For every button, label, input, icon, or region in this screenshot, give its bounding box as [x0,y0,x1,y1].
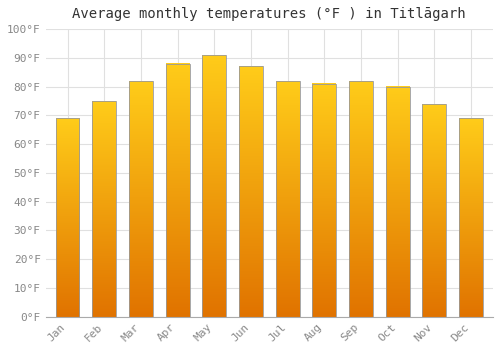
Bar [422,104,446,317]
Bar [239,66,263,317]
Bar [312,84,336,317]
Bar [92,101,116,317]
Bar [459,118,483,317]
Bar [166,64,190,317]
Bar [202,55,226,317]
Title: Average monthly temperatures (°F ) in Titlāgarh: Average monthly temperatures (°F ) in Ti… [72,7,466,21]
Bar [56,118,80,317]
Bar [129,81,153,317]
Bar [276,81,299,317]
Bar [386,86,409,317]
Bar [349,81,373,317]
